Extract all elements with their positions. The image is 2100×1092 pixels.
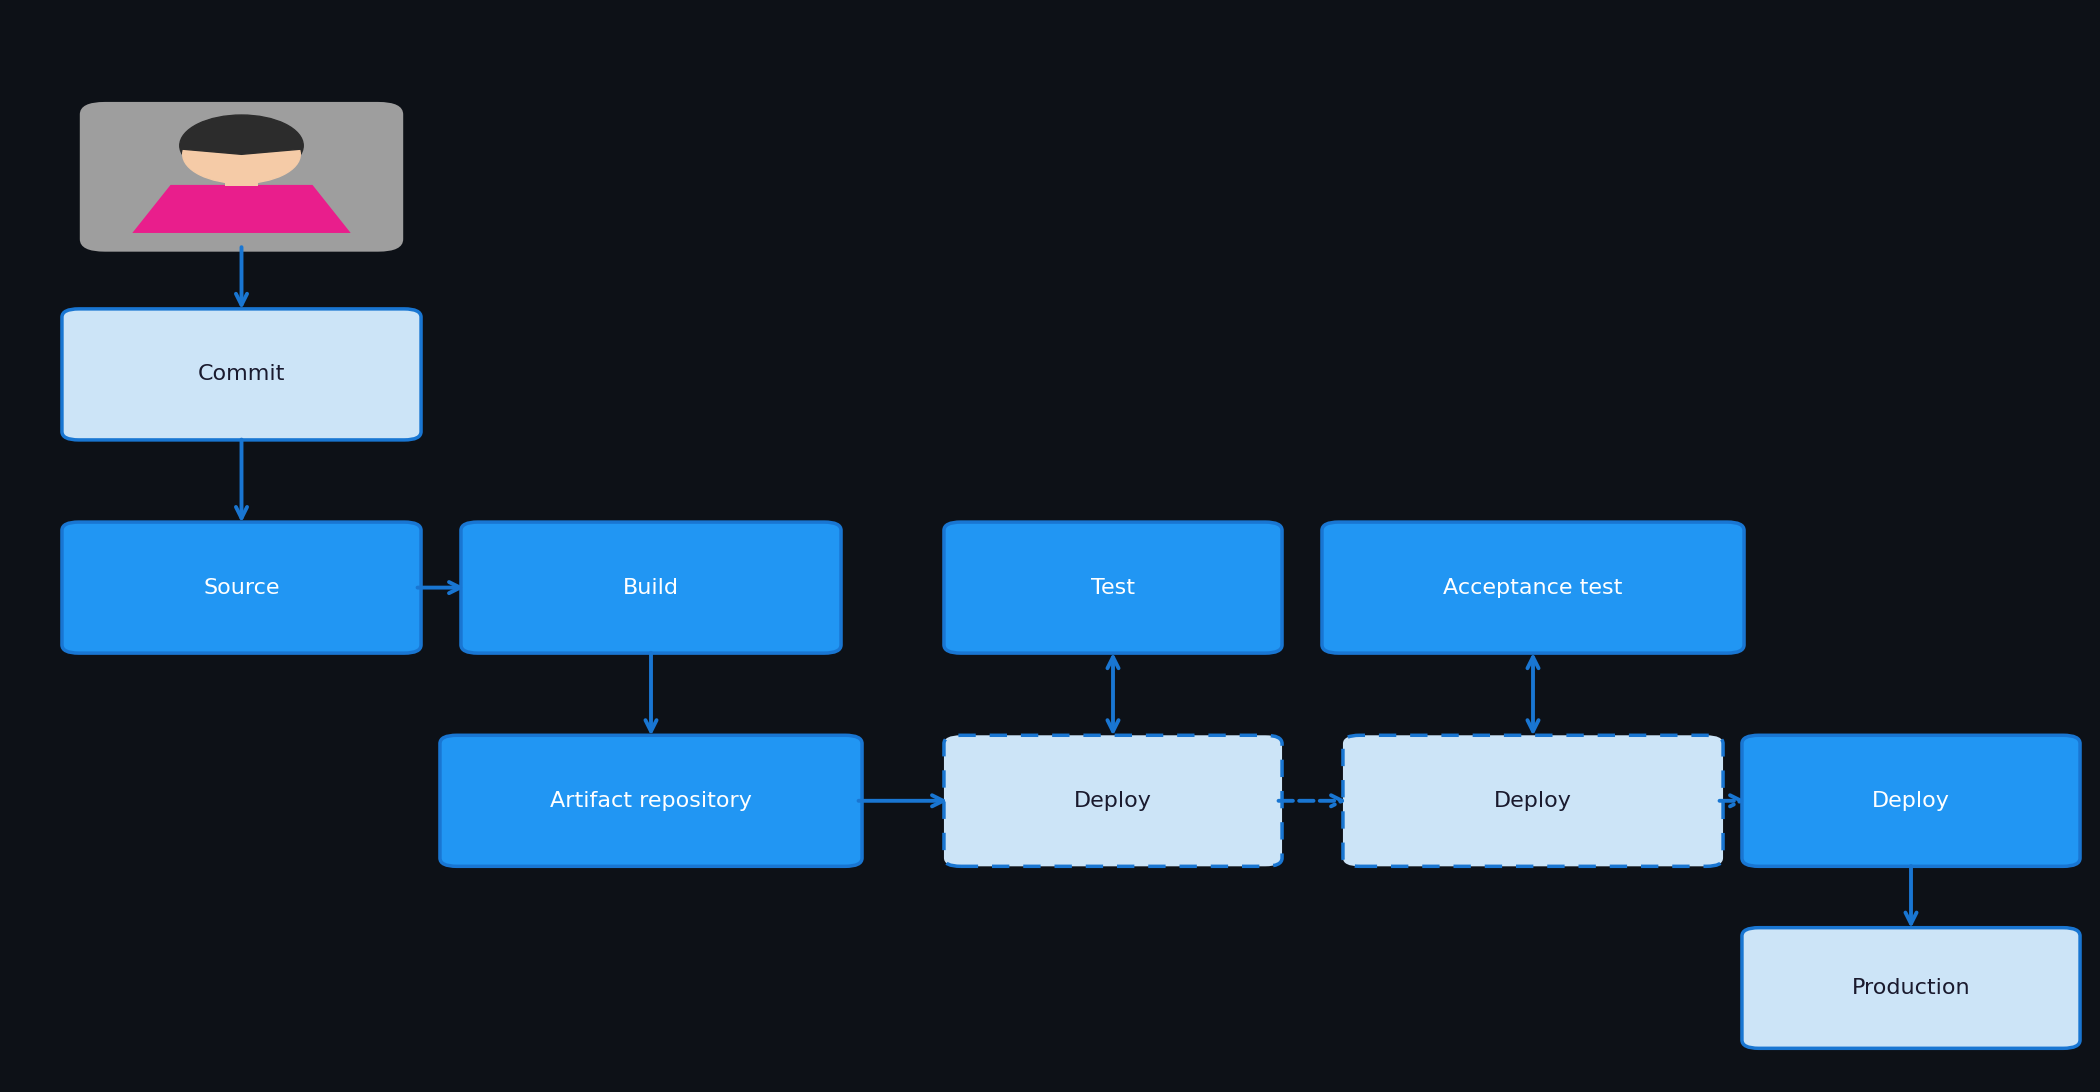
Text: Source: Source [204, 578, 279, 597]
FancyBboxPatch shape [945, 735, 1281, 866]
Circle shape [181, 115, 302, 176]
Text: Deploy: Deploy [1871, 791, 1951, 810]
Text: Production: Production [1852, 978, 1970, 998]
Text: Test: Test [1092, 578, 1134, 597]
FancyBboxPatch shape [945, 522, 1281, 653]
FancyBboxPatch shape [441, 735, 861, 866]
FancyBboxPatch shape [225, 171, 258, 187]
FancyBboxPatch shape [1743, 735, 2079, 866]
Circle shape [183, 126, 300, 183]
FancyBboxPatch shape [460, 522, 840, 653]
Text: Build: Build [624, 578, 678, 597]
Polygon shape [132, 185, 351, 233]
Text: Deploy: Deploy [1073, 791, 1153, 810]
FancyBboxPatch shape [63, 309, 420, 440]
Text: Deploy: Deploy [1493, 791, 1573, 810]
Text: Acceptance test: Acceptance test [1443, 578, 1623, 597]
FancyBboxPatch shape [80, 102, 403, 251]
FancyBboxPatch shape [63, 522, 420, 653]
FancyBboxPatch shape [1323, 522, 1743, 653]
Text: Artifact repository: Artifact repository [550, 791, 752, 810]
Text: Commit: Commit [197, 365, 286, 384]
Wedge shape [181, 123, 302, 154]
FancyBboxPatch shape [1743, 928, 2079, 1048]
FancyBboxPatch shape [1344, 735, 1722, 866]
